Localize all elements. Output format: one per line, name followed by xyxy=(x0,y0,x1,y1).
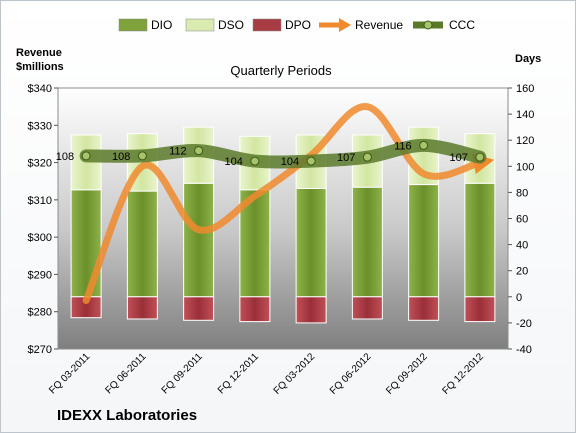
right-axis-tick-label: 120 xyxy=(516,135,534,147)
right-axis-tick-label: 80 xyxy=(516,187,528,199)
dpo-bar xyxy=(295,296,327,324)
ccc-data-label: 107 xyxy=(337,152,355,164)
left-axis-tick-label: $340 xyxy=(28,83,52,95)
right-axis-tick-label: -20 xyxy=(516,318,532,330)
right-axis-title: Days xyxy=(515,53,541,65)
dio-bar xyxy=(351,186,383,298)
legend-swatch-dso xyxy=(185,18,215,32)
ccc-point xyxy=(306,156,316,166)
x-category-label: FQ 06-2011 xyxy=(104,351,149,396)
dpo-bar xyxy=(183,296,215,321)
left-axis-tick-label: $290 xyxy=(28,269,52,281)
ccc-data-label: 108 xyxy=(56,151,74,163)
ccc-data-label: 108 xyxy=(112,151,130,163)
legend-label-dio: DIO xyxy=(151,18,172,32)
ccc-point xyxy=(194,146,204,156)
x-category-label: FQ 09-2012 xyxy=(384,351,430,397)
legend-swatch-dpo xyxy=(252,18,282,32)
dio-bar xyxy=(183,182,215,298)
x-category-label: FQ 06-2012 xyxy=(328,351,374,397)
x-category-label: FQ 12-2011 xyxy=(216,351,261,396)
left-axis-tick-label: $330 xyxy=(28,120,52,132)
ccc-point xyxy=(81,151,91,161)
plot-area xyxy=(57,87,509,350)
x-category-label: FQ 12-2012 xyxy=(440,351,486,397)
legend-label-ccc: CCC xyxy=(449,18,475,32)
company-name: IDEXX Laboratories xyxy=(57,407,198,424)
left-axis-tick-label: $270 xyxy=(28,344,52,356)
left-axis-tick-label: $320 xyxy=(28,158,52,170)
revenue-line xyxy=(82,103,495,305)
ccc-point xyxy=(250,156,260,166)
legend-label-revenue: Revenue xyxy=(355,18,403,32)
legend-label-dso: DSO xyxy=(218,18,244,32)
dio-bar xyxy=(408,184,440,298)
x-category-label: FQ 03-2012 xyxy=(272,351,318,397)
dio-bar xyxy=(464,182,496,298)
dpo-bar xyxy=(408,296,440,321)
ccc-data-label: 116 xyxy=(394,140,412,152)
right-axis-tick-label: 140 xyxy=(516,109,534,121)
x-category-label: FQ 03-2011 xyxy=(47,351,92,396)
right-axis-tick-label: 160 xyxy=(516,83,534,95)
ccc-data-label: 104 xyxy=(225,156,243,168)
ccc-point xyxy=(362,152,372,162)
ccc-data-label: 104 xyxy=(281,156,299,168)
ccc-point xyxy=(419,140,429,150)
ccc-data-label: 112 xyxy=(169,146,187,158)
dio-bar xyxy=(295,187,327,298)
right-axis-tick-label: 60 xyxy=(516,214,528,226)
dio-bar xyxy=(126,190,158,298)
ccc-point xyxy=(475,152,485,162)
legend-swatch-dio xyxy=(118,18,148,32)
left-axis-tick-label: $300 xyxy=(28,232,52,244)
right-axis-tick-label: 20 xyxy=(516,266,528,278)
legend-ccc-dot xyxy=(423,20,433,30)
dpo-bar xyxy=(351,296,383,320)
right-axis-tick-label: -40 xyxy=(516,344,532,356)
dpo-bar xyxy=(126,296,158,320)
ccc-data-label: 107 xyxy=(450,152,468,164)
right-axis-tick-label: 40 xyxy=(516,240,528,252)
legend-label-dpo: DPO xyxy=(285,18,311,32)
x-category-label: FQ 09-2011 xyxy=(160,351,205,396)
dpo-bar xyxy=(239,296,271,323)
ccc-line xyxy=(79,138,487,169)
left-axis-title-line2: $millions xyxy=(16,61,64,73)
left-axis-tick-label: $310 xyxy=(28,195,52,207)
left-axis-title-line1: Revenue xyxy=(16,47,62,59)
right-axis-tick-label: 0 xyxy=(516,292,522,304)
ccc-point xyxy=(137,151,147,161)
left-axis-tick-label: $280 xyxy=(28,307,52,319)
right-axis-tick-label: 100 xyxy=(516,161,534,173)
legend-arrow-icon xyxy=(339,18,351,32)
chart-title: Quarterly Periods xyxy=(230,63,332,78)
dpo-bar xyxy=(464,296,496,323)
